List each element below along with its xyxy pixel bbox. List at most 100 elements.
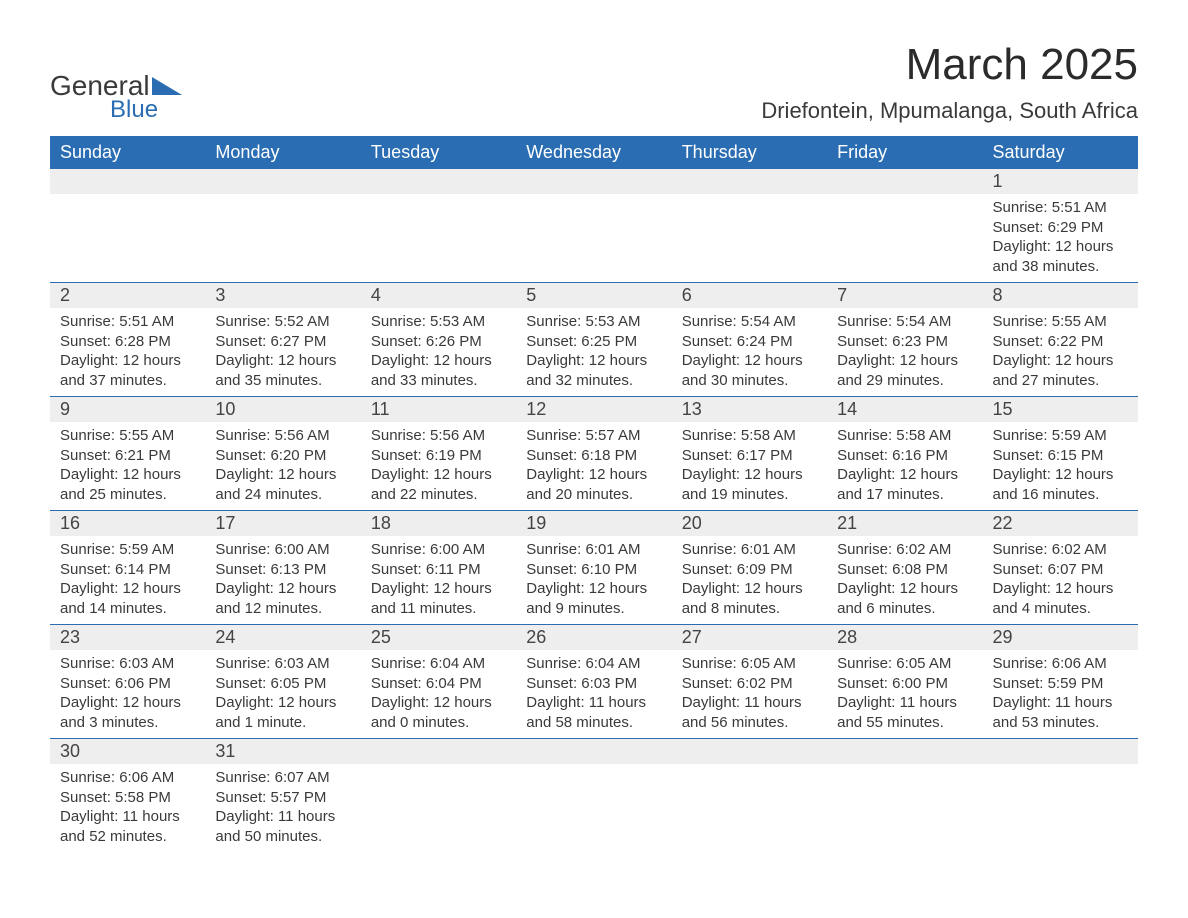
daynum-cell: 16: [50, 511, 205, 537]
daydata-cell: Sunrise: 6:03 AMSunset: 6:06 PMDaylight:…: [50, 650, 205, 739]
day-number: 22: [983, 511, 1138, 536]
day-header: Sunday: [50, 136, 205, 169]
day-number: 15: [983, 397, 1138, 422]
daynum-cell: 24: [205, 625, 360, 651]
day-day1: Daylight: 11 hours: [993, 693, 1128, 713]
day-sunset: Sunset: 6:23 PM: [837, 332, 972, 352]
daynum-cell: 7: [827, 283, 982, 309]
day-day1: Daylight: 12 hours: [837, 579, 972, 599]
day-sunset: Sunset: 6:27 PM: [215, 332, 350, 352]
day-sunset: Sunset: 6:09 PM: [682, 560, 817, 580]
daynum-row: 1: [50, 169, 1138, 194]
day-header: Monday: [205, 136, 360, 169]
day-sunrise: Sunrise: 6:03 AM: [60, 654, 195, 674]
day-details: Sunrise: 6:06 AMSunset: 5:58 PMDaylight:…: [50, 764, 205, 852]
day-sunrise: Sunrise: 6:00 AM: [371, 540, 506, 560]
day-sunrise: Sunrise: 6:02 AM: [837, 540, 972, 560]
day-sunrise: Sunrise: 5:57 AM: [526, 426, 661, 446]
day-details: Sunrise: 6:02 AMSunset: 6:07 PMDaylight:…: [983, 536, 1138, 624]
day-number: 19: [516, 511, 671, 536]
daydata-cell: Sunrise: 6:01 AMSunset: 6:09 PMDaylight:…: [672, 536, 827, 625]
day-day1: Daylight: 12 hours: [682, 465, 817, 485]
day-day2: and 8 minutes.: [682, 599, 817, 619]
daydata-cell: Sunrise: 5:56 AMSunset: 6:19 PMDaylight:…: [361, 422, 516, 511]
day-day1: Daylight: 12 hours: [526, 351, 661, 371]
daydata-row: Sunrise: 5:51 AMSunset: 6:29 PMDaylight:…: [50, 194, 1138, 283]
day-day2: and 33 minutes.: [371, 371, 506, 391]
day-day2: and 19 minutes.: [682, 485, 817, 505]
day-number: 31: [205, 739, 360, 764]
day-day2: and 14 minutes.: [60, 599, 195, 619]
day-day2: and 55 minutes.: [837, 713, 972, 733]
day-details: Sunrise: 6:06 AMSunset: 5:59 PMDaylight:…: [983, 650, 1138, 738]
day-day1: Daylight: 12 hours: [526, 579, 661, 599]
daynum-cell: 12: [516, 397, 671, 423]
day-details: Sunrise: 5:53 AMSunset: 6:26 PMDaylight:…: [361, 308, 516, 396]
daydata-cell: Sunrise: 5:55 AMSunset: 6:21 PMDaylight:…: [50, 422, 205, 511]
day-day1: Daylight: 11 hours: [215, 807, 350, 827]
daynum-cell: [827, 169, 982, 194]
day-number: 1: [983, 169, 1138, 194]
daydata-cell: Sunrise: 5:52 AMSunset: 6:27 PMDaylight:…: [205, 308, 360, 397]
daydata-cell: Sunrise: 6:03 AMSunset: 6:05 PMDaylight:…: [205, 650, 360, 739]
day-number: 29: [983, 625, 1138, 650]
daynum-cell: 25: [361, 625, 516, 651]
daynum-cell: [361, 739, 516, 765]
daynum-cell: 13: [672, 397, 827, 423]
daynum-cell: 27: [672, 625, 827, 651]
daydata-cell: Sunrise: 5:54 AMSunset: 6:24 PMDaylight:…: [672, 308, 827, 397]
day-sunset: Sunset: 6:16 PM: [837, 446, 972, 466]
daydata-cell: Sunrise: 6:00 AMSunset: 6:11 PMDaylight:…: [361, 536, 516, 625]
day-details: Sunrise: 6:05 AMSunset: 6:00 PMDaylight:…: [827, 650, 982, 738]
day-day2: and 52 minutes.: [60, 827, 195, 847]
day-sunrise: Sunrise: 5:58 AM: [837, 426, 972, 446]
daynum-cell: 8: [983, 283, 1138, 309]
day-sunrise: Sunrise: 5:54 AM: [837, 312, 972, 332]
day-day2: and 17 minutes.: [837, 485, 972, 505]
daydata-cell: Sunrise: 6:05 AMSunset: 6:02 PMDaylight:…: [672, 650, 827, 739]
daynum-cell: 21: [827, 511, 982, 537]
day-day2: and 0 minutes.: [371, 713, 506, 733]
daynum-cell: 9: [50, 397, 205, 423]
day-number-empty: [827, 169, 982, 194]
daynum-cell: [827, 739, 982, 765]
day-number: 20: [672, 511, 827, 536]
day-details: Sunrise: 5:53 AMSunset: 6:25 PMDaylight:…: [516, 308, 671, 396]
day-day1: Daylight: 12 hours: [837, 351, 972, 371]
day-day1: Daylight: 11 hours: [526, 693, 661, 713]
day-day1: Daylight: 12 hours: [993, 237, 1128, 257]
daydata-cell: [672, 764, 827, 852]
day-sunset: Sunset: 5:58 PM: [60, 788, 195, 808]
day-day2: and 12 minutes.: [215, 599, 350, 619]
daydata-cell: Sunrise: 6:05 AMSunset: 6:00 PMDaylight:…: [827, 650, 982, 739]
day-sunset: Sunset: 6:14 PM: [60, 560, 195, 580]
daydata-cell: [983, 764, 1138, 852]
daydata-cell: [205, 194, 360, 283]
day-sunrise: Sunrise: 6:00 AM: [215, 540, 350, 560]
day-day2: and 56 minutes.: [682, 713, 817, 733]
day-day2: and 30 minutes.: [682, 371, 817, 391]
day-sunrise: Sunrise: 5:52 AM: [215, 312, 350, 332]
daydata-cell: Sunrise: 5:51 AMSunset: 6:29 PMDaylight:…: [983, 194, 1138, 283]
daydata-cell: Sunrise: 5:55 AMSunset: 6:22 PMDaylight:…: [983, 308, 1138, 397]
day-sunrise: Sunrise: 5:55 AM: [60, 426, 195, 446]
daydata-cell: Sunrise: 5:57 AMSunset: 6:18 PMDaylight:…: [516, 422, 671, 511]
day-day1: Daylight: 12 hours: [215, 693, 350, 713]
day-details: Sunrise: 5:58 AMSunset: 6:17 PMDaylight:…: [672, 422, 827, 510]
day-number: 21: [827, 511, 982, 536]
day-sunset: Sunset: 6:07 PM: [993, 560, 1128, 580]
day-sunset: Sunset: 6:17 PM: [682, 446, 817, 466]
day-sunrise: Sunrise: 5:55 AM: [993, 312, 1128, 332]
daynum-row: 3031: [50, 739, 1138, 765]
day-day2: and 3 minutes.: [60, 713, 195, 733]
daynum-cell: 31: [205, 739, 360, 765]
daydata-cell: Sunrise: 5:59 AMSunset: 6:15 PMDaylight:…: [983, 422, 1138, 511]
daydata-cell: [50, 194, 205, 283]
daynum-cell: 1: [983, 169, 1138, 194]
day-number: 11: [361, 397, 516, 422]
daynum-cell: 15: [983, 397, 1138, 423]
day-details: Sunrise: 6:02 AMSunset: 6:08 PMDaylight:…: [827, 536, 982, 624]
header-row: General Blue March 2025 Driefontein, Mpu…: [50, 40, 1138, 124]
day-details: Sunrise: 6:07 AMSunset: 5:57 PMDaylight:…: [205, 764, 360, 852]
day-details: Sunrise: 5:54 AMSunset: 6:24 PMDaylight:…: [672, 308, 827, 396]
